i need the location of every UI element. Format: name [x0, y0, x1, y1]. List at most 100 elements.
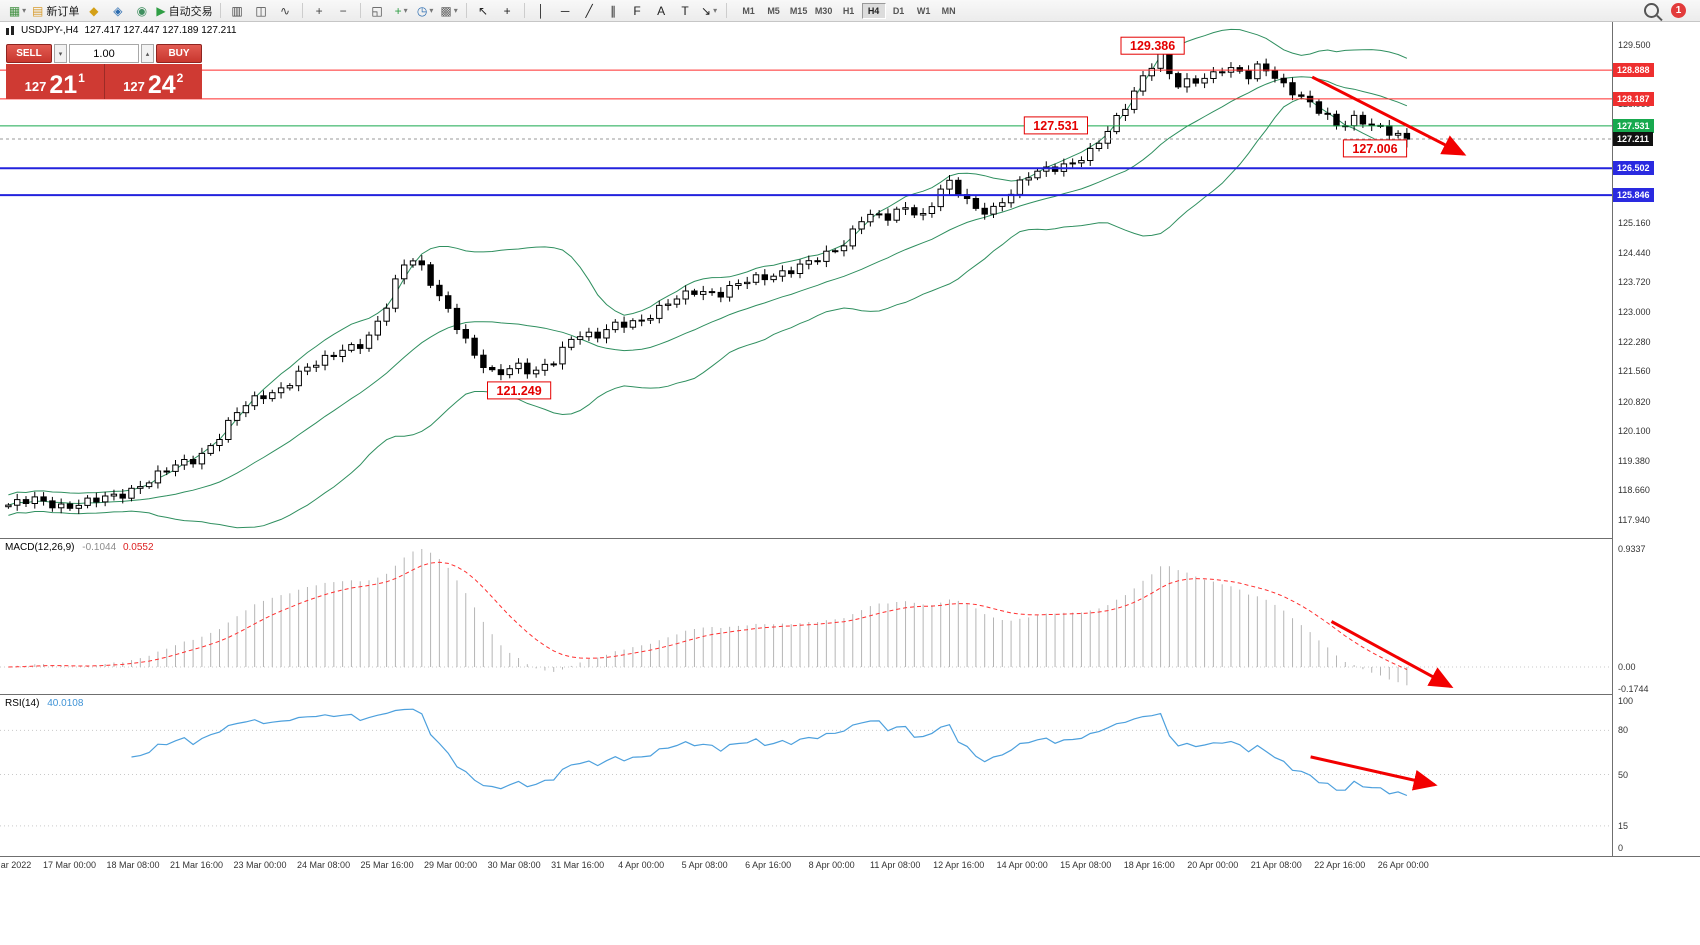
arrows-button[interactable]: ↘ ▾ — [698, 2, 721, 20]
price-badge: 126.502 — [1613, 161, 1654, 176]
zoom-in-icon: + — [315, 3, 323, 18]
scale-tick: 120.820 — [1618, 396, 1651, 407]
new-chart-button[interactable]: ▦ ▾ — [6, 2, 29, 20]
label-icon: T — [681, 3, 689, 18]
channel-button[interactable]: ∥ — [602, 2, 625, 20]
autotrading-button[interactable]: ▶ 自动交易 — [154, 2, 214, 20]
main-chart[interactable]: 129.386 127.531 127.006 121.249 — [0, 22, 1612, 538]
horizontal-line-button[interactable]: ─ — [554, 2, 577, 20]
timeframe-w1[interactable]: W1 — [916, 5, 931, 16]
trend-arrow[interactable] — [1311, 75, 1467, 156]
trendline-button[interactable]: ╱ — [578, 2, 601, 20]
timeframe-m1[interactable]: M1 — [742, 5, 755, 16]
timeframe-mn[interactable]: MN — [941, 5, 956, 16]
chevron-down-icon: ▾ — [403, 6, 408, 15]
bar-chart-button[interactable]: ▥ — [226, 2, 249, 20]
zoom-in-button[interactable]: + — [308, 2, 331, 20]
scale-tick: 129.500 — [1618, 40, 1651, 50]
price-scale[interactable]: 129.500128.060125.160124.440123.720123.0… — [1612, 22, 1700, 856]
sell-price[interactable]: 127 21 1 — [6, 64, 105, 99]
price-annotation[interactable]: 127.006 — [1342, 139, 1408, 158]
vertical-line-button[interactable]: │ — [530, 2, 553, 20]
panel-separator[interactable] — [0, 856, 1700, 857]
cursor-button[interactable]: ↖ — [472, 2, 495, 20]
candlestick-chart-icon: ◫ — [255, 3, 267, 18]
timeframe-h4[interactable]: H4 — [861, 2, 886, 19]
label-button[interactable]: T — [674, 2, 697, 20]
periods-button[interactable]: ◷ ▾ — [414, 2, 437, 20]
chevron-down-icon: ▾ — [453, 6, 458, 15]
macd-panel[interactable] — [0, 539, 1612, 694]
bid-ask-row: 127 21 1 127 24 2 — [6, 64, 202, 99]
search-icon[interactable] — [1644, 3, 1659, 18]
time-label: 31 Mar 16:00 — [551, 860, 605, 870]
line-chart-icon: ∿ — [280, 3, 291, 18]
panel-separator[interactable] — [0, 538, 1700, 539]
navigator-button[interactable]: ◈ — [106, 2, 129, 20]
scale-tick: 117.940 — [1618, 514, 1650, 525]
price-annotation[interactable]: 129.386 — [1120, 36, 1185, 55]
terminal-icon: ◉ — [136, 3, 148, 18]
time-label: 22 Apr 16:00 — [1314, 860, 1366, 870]
rsi-axis-tick: 0 — [1618, 843, 1624, 853]
timeframe-d1[interactable]: D1 — [892, 5, 905, 16]
price-badge: 127.531 — [1613, 118, 1654, 133]
zoom-out-button[interactable]: − — [332, 2, 355, 20]
bid-big: 21 — [49, 70, 78, 99]
tile-windows-button[interactable]: ◱ — [366, 2, 389, 20]
templates-button[interactable]: ▩ ▾ — [438, 2, 461, 20]
ask-big: 24 — [147, 70, 176, 99]
horizontal-level-lines[interactable] — [0, 69, 1612, 197]
macd-title: MACD(12,26,9) — [5, 542, 75, 553]
candlestick-series — [5, 44, 1411, 514]
timeframe-h1[interactable]: H1 — [842, 5, 855, 16]
market-watch-button[interactable]: ◆ — [82, 2, 105, 20]
volume-increase-button[interactable]: ▴ — [141, 44, 154, 63]
sell-button[interactable]: SELL — [6, 44, 52, 63]
macd-trend-arrow[interactable] — [1330, 620, 1454, 689]
candlestick-chart-button[interactable]: ◫ — [250, 2, 273, 20]
price-annotation[interactable]: 121.249 — [487, 381, 552, 400]
timeframe-m30[interactable]: M30 — [814, 5, 833, 16]
toolbar-items: ▦ ▾ ▤ 新订单 ◆ ◈ ◉ ▶ 自动交易 ▥ ◫ ∿ + − ◱ + ▾ ◷ ▾ ▩ ▾ ↖ + │ ─ ╱ ∥ F A T ↘ ▾ — [6, 2, 731, 20]
timeframe-m5[interactable]: M5 — [767, 5, 780, 16]
new-order-button[interactable]: ▤ 新订单 — [30, 2, 81, 20]
crosshair-button[interactable]: + — [496, 2, 519, 20]
time-label: 23 Mar 00:00 — [233, 860, 287, 870]
buy-button[interactable]: BUY — [156, 44, 202, 63]
rsi-panel[interactable] — [0, 695, 1612, 856]
market-watch-icon: ◆ — [89, 3, 99, 18]
time-label: 17 Mar 00:00 — [42, 860, 97, 870]
rsi-trend-arrow[interactable] — [1310, 755, 1438, 791]
volume-input[interactable] — [69, 44, 139, 63]
scale-tick: 121.560 — [1618, 366, 1651, 377]
indicators-button[interactable]: + ▾ — [390, 2, 413, 20]
rsi-axis-tick: 50 — [1618, 769, 1629, 780]
toolbar-separator — [465, 3, 467, 18]
fibonacci-icon: F — [633, 3, 641, 18]
fibonacci-button[interactable]: F — [626, 2, 649, 20]
timeframe-m15[interactable]: M15 — [789, 5, 808, 16]
macd-axis-max: 0.9337 — [1618, 544, 1646, 554]
time-label: 18 Mar 08:00 — [106, 860, 160, 870]
line-chart-button[interactable]: ∿ — [274, 2, 297, 20]
svg-text:129.386: 129.386 — [1130, 39, 1175, 53]
text-button[interactable]: A — [650, 2, 673, 20]
volume-decrease-button[interactable]: ▾ — [54, 44, 67, 63]
bollinger-bands — [8, 28, 1408, 529]
chart-window: 129.386 127.531 127.006 121.249 129.500 128.… — [0, 22, 1700, 945]
time-axis[interactable]: 16 Mar 2022 17 Mar 00:00 18 Mar 08:00 21 Ma… — [0, 857, 1612, 877]
scale-tick: 122.280 — [1618, 336, 1651, 347]
notification-badge[interactable]: 1 — [1671, 3, 1686, 18]
buy-price[interactable]: 127 24 2 — [104, 64, 202, 99]
time-label: 21 Apr 08:00 — [1250, 860, 1302, 870]
panel-separator[interactable] — [0, 694, 1700, 695]
new-order-icon: ▤ — [32, 3, 44, 18]
cursor-icon: ↖ — [478, 3, 489, 18]
terminal-button[interactable]: ◉ — [130, 2, 153, 20]
rsi-axis-tick: 100 — [1618, 696, 1634, 706]
periods-icon: ◷ — [416, 3, 428, 18]
toolbar-separator — [523, 3, 525, 18]
price-annotation[interactable]: 127.531 — [1023, 116, 1089, 135]
